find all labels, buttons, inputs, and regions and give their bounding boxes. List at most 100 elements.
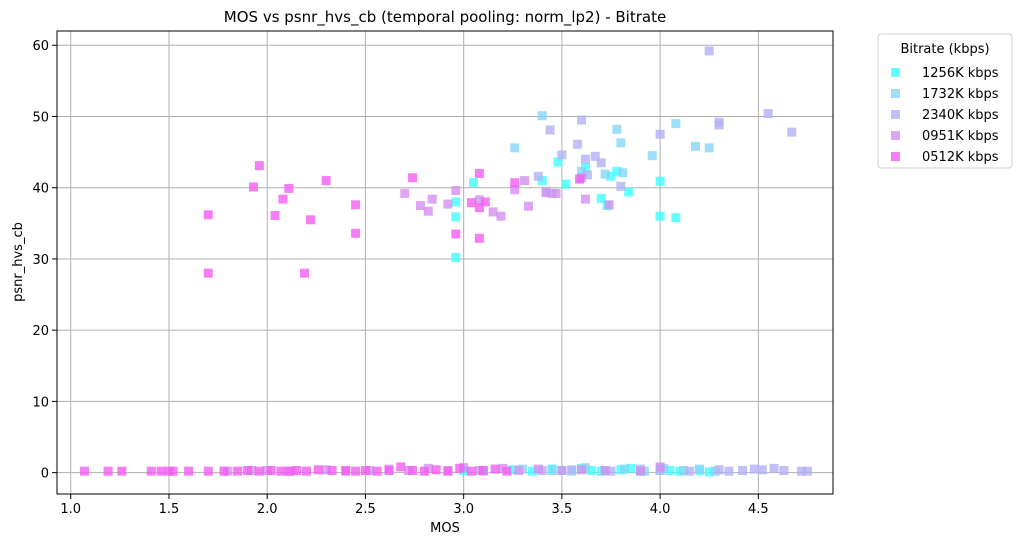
data-point bbox=[763, 109, 773, 119]
data-point bbox=[514, 465, 524, 475]
data-point bbox=[665, 465, 675, 475]
data-point bbox=[567, 465, 577, 475]
data-point bbox=[254, 466, 264, 476]
data-point bbox=[671, 213, 681, 223]
data-point bbox=[757, 465, 767, 475]
data-point bbox=[573, 139, 583, 149]
legend-label: 1256K kbps bbox=[922, 66, 999, 81]
x-tick-label: 2.5 bbox=[355, 502, 376, 517]
data-point bbox=[184, 466, 194, 476]
data-point bbox=[400, 188, 410, 198]
data-point bbox=[443, 199, 453, 209]
x-tick-label: 2.0 bbox=[257, 502, 278, 517]
data-point bbox=[694, 464, 704, 474]
data-point bbox=[313, 465, 323, 475]
data-point bbox=[624, 187, 634, 197]
data-point bbox=[510, 178, 520, 188]
legend-label: 1732K kbps bbox=[922, 87, 999, 102]
legend-marker bbox=[891, 68, 900, 77]
chart-title: MOS vs psnr_hvs_cb (temporal pooling: no… bbox=[224, 8, 666, 27]
data-point bbox=[685, 466, 695, 476]
data-point bbox=[270, 210, 280, 220]
data-point bbox=[431, 465, 441, 475]
data-points bbox=[80, 46, 812, 477]
data-point bbox=[612, 124, 622, 134]
data-point bbox=[647, 151, 657, 161]
data-point bbox=[321, 465, 331, 475]
data-point bbox=[704, 46, 714, 56]
data-point bbox=[451, 212, 461, 222]
data-point bbox=[510, 185, 520, 195]
data-point bbox=[474, 195, 484, 205]
series-3 bbox=[223, 173, 665, 476]
data-point bbox=[203, 210, 213, 220]
x-tick-label: 4.5 bbox=[748, 502, 769, 517]
data-point bbox=[510, 143, 520, 153]
data-point bbox=[80, 466, 90, 476]
data-point bbox=[451, 253, 461, 263]
data-point bbox=[117, 466, 127, 476]
data-point bbox=[586, 465, 596, 475]
y-tick-label: 0 bbox=[41, 467, 49, 482]
data-point bbox=[655, 462, 665, 472]
data-point bbox=[415, 201, 425, 211]
data-point bbox=[714, 465, 724, 475]
data-point bbox=[467, 198, 477, 208]
data-point bbox=[612, 166, 622, 176]
data-point bbox=[276, 466, 286, 476]
data-point bbox=[327, 465, 337, 475]
y-tick-label: 50 bbox=[32, 110, 49, 125]
data-point bbox=[551, 188, 561, 198]
data-point bbox=[704, 143, 714, 153]
series-4 bbox=[80, 161, 585, 476]
gridlines bbox=[57, 31, 833, 494]
data-point bbox=[488, 207, 498, 217]
data-point bbox=[219, 466, 229, 476]
data-point bbox=[508, 465, 518, 475]
x-tick-label: 3.5 bbox=[552, 502, 573, 517]
y-axis-ticks: 0 10 20 30 40 50 60 bbox=[32, 39, 57, 482]
data-point bbox=[467, 466, 477, 476]
y-tick-label: 20 bbox=[32, 324, 49, 339]
legend-frame bbox=[877, 33, 1013, 169]
data-point bbox=[787, 127, 797, 137]
x-tick-label: 4.0 bbox=[650, 502, 671, 517]
legend: Bitrate (kbps) 1256K kbps 1732K kbps 2340K… bbox=[877, 33, 1013, 169]
data-point bbox=[474, 233, 484, 243]
data-point bbox=[600, 169, 610, 179]
data-point bbox=[749, 464, 759, 474]
data-point bbox=[321, 176, 331, 186]
data-point bbox=[577, 115, 587, 125]
data-point bbox=[351, 466, 361, 476]
data-point bbox=[557, 150, 567, 160]
legend-label: 2340K kbps bbox=[922, 108, 999, 123]
data-point bbox=[474, 168, 484, 178]
data-point bbox=[596, 193, 606, 203]
data-point bbox=[203, 268, 213, 278]
data-point bbox=[496, 211, 506, 221]
data-point bbox=[408, 465, 418, 475]
legend-label: 0951K kbps bbox=[922, 129, 999, 144]
data-point bbox=[547, 465, 557, 475]
data-point bbox=[541, 188, 551, 198]
data-point bbox=[266, 465, 276, 475]
data-point bbox=[557, 465, 567, 475]
data-point bbox=[606, 171, 616, 181]
y-tick-label: 10 bbox=[32, 395, 49, 410]
y-axis-label: psnr_hvs_cb bbox=[11, 222, 26, 302]
x-tick-label: 1.5 bbox=[159, 502, 180, 517]
data-point bbox=[690, 141, 700, 151]
data-point bbox=[474, 203, 484, 213]
series-2 bbox=[533, 46, 812, 476]
data-point bbox=[305, 215, 315, 225]
data-point bbox=[561, 179, 571, 189]
data-point bbox=[203, 466, 213, 476]
data-point bbox=[292, 465, 302, 475]
data-point bbox=[797, 466, 807, 476]
data-point bbox=[408, 173, 418, 183]
data-point bbox=[600, 465, 610, 475]
y-tick-label: 30 bbox=[32, 253, 49, 268]
data-point bbox=[284, 183, 294, 193]
data-point bbox=[146, 466, 156, 476]
